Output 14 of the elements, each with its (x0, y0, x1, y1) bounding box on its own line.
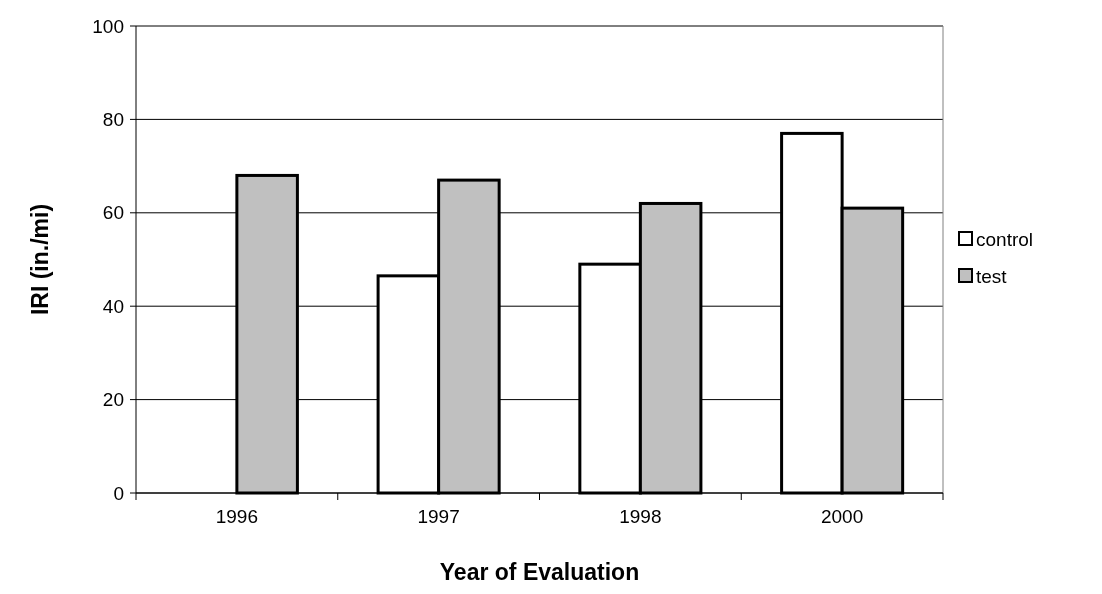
y-tick-label: 20 (102, 389, 124, 411)
y-tick-label: 0 (113, 482, 124, 504)
x-axis-title: Year of Evaluation (439, 559, 640, 585)
y-tick-label: 100 (92, 15, 124, 37)
legend-label: control (976, 228, 1034, 250)
y-tick-label: 40 (102, 295, 124, 317)
y-axis-title: IRI (in./mi) (27, 203, 53, 316)
x-tick-label: 1997 (417, 506, 460, 527)
x-tick-label: 1996 (215, 506, 259, 527)
y-tick-label: 60 (102, 202, 124, 224)
y-tick-label: 80 (102, 109, 124, 131)
legend-label: test (976, 265, 1008, 287)
x-tick-label: 1998 (619, 506, 662, 527)
x-tick-label: 2000 (820, 506, 864, 527)
